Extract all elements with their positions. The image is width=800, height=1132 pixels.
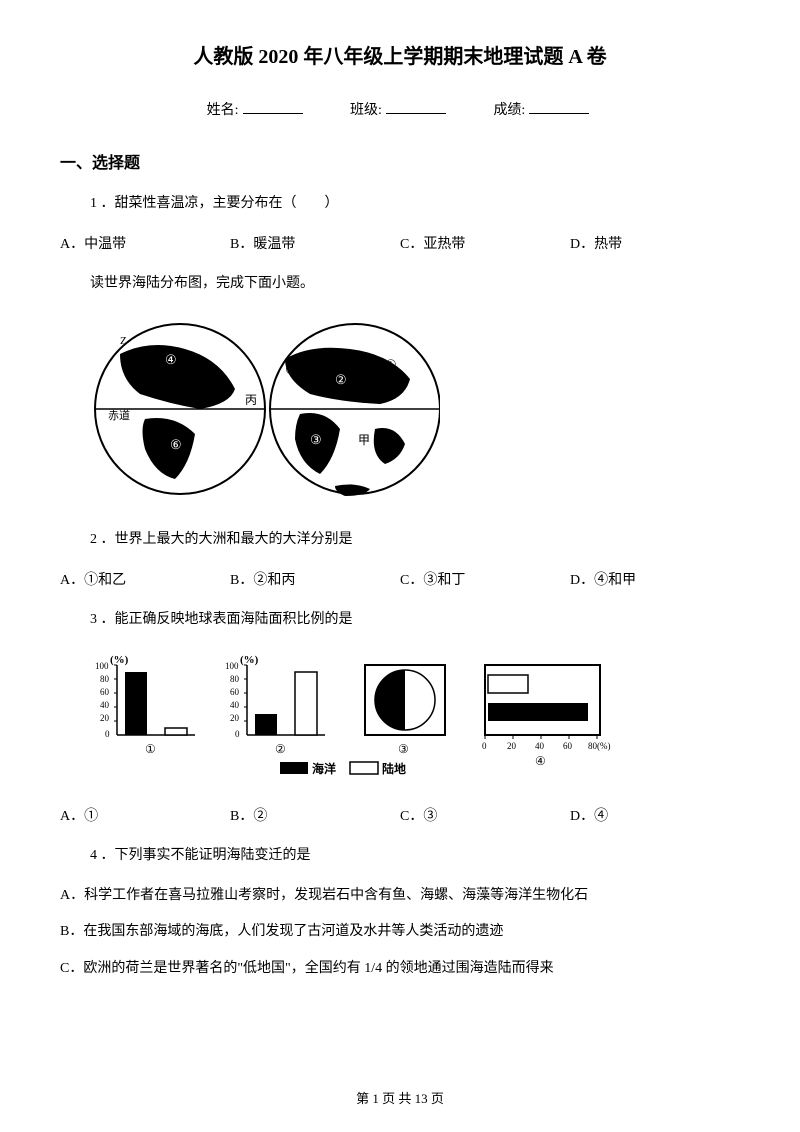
option-3a: A．① (60, 805, 230, 825)
svg-text:80: 80 (230, 674, 240, 684)
label-6: ⑥ (170, 437, 182, 452)
svg-text:①: ① (145, 742, 156, 756)
name-label: 姓名: (207, 103, 239, 118)
option-2d: D．④和甲 (570, 569, 740, 589)
svg-text:80(%): 80(%) (588, 741, 611, 751)
option-3b: B．② (230, 805, 400, 825)
label-yi: 乙 (143, 396, 155, 410)
svg-text:20: 20 (507, 741, 517, 751)
svg-text:0: 0 (105, 729, 110, 739)
charts-figure: (%) 100 80 60 40 20 0 ① (%) 100 80 60 (90, 650, 740, 785)
score-blank (529, 113, 589, 114)
label-7: ⑦ (345, 482, 357, 497)
svg-text:0: 0 (235, 729, 240, 739)
name-blank (243, 113, 303, 114)
equator-label: 赤道 (108, 408, 130, 422)
svg-text:(%): (%) (110, 654, 129, 666)
svg-text:陆地: 陆地 (382, 761, 406, 776)
svg-text:60: 60 (100, 687, 110, 697)
svg-text:0: 0 (482, 741, 487, 751)
label-1: ① (385, 357, 397, 372)
question-1-options: A．中温带 B．暖温带 C．亚热带 D．热带 (60, 233, 740, 253)
label-3: ③ (310, 432, 322, 447)
section-heading: 一、选择题 (60, 149, 740, 173)
option-1b: B．暖温带 (230, 233, 400, 253)
label-bing: 丙 (245, 393, 257, 407)
reading-prompt: 读世界海陆分布图，完成下面小题。 (60, 273, 740, 295)
label-jia: 甲 (358, 433, 370, 447)
score-label: 成绩: (493, 103, 525, 118)
svg-text:④: ④ (535, 754, 546, 768)
svg-text:②: ② (275, 742, 286, 756)
label-z: Z (120, 335, 127, 347)
info-row: 姓名: 班级: 成绩: (60, 99, 740, 119)
svg-text:100: 100 (225, 661, 239, 671)
question-1: 1 ．甜菜性喜温凉，主要分布在（ ） (60, 193, 740, 215)
label-2: ② (335, 372, 347, 387)
option-4b: B．在我国东部海域的海底，人们发现了古河道及水井等人类活动的遗迹 (60, 921, 740, 943)
option-3c: C．③ (400, 805, 570, 825)
svg-text:20: 20 (230, 713, 240, 723)
svg-text:③: ③ (398, 742, 409, 756)
svg-text:40: 40 (535, 741, 545, 751)
class-label: 班级: (350, 103, 382, 118)
question-3: 3 ．能正确反映地球表面海陆面积比例的是 (60, 609, 740, 631)
option-2a: A．①和乙 (60, 569, 230, 589)
svg-text:60: 60 (563, 741, 573, 751)
svg-text:海洋: 海洋 (312, 761, 336, 776)
option-4c: C．欧洲的荷兰是世界著名的"低地国"，全国约有 1/4 的领地通过围海造陆而得来 (60, 958, 740, 980)
svg-text:60: 60 (230, 687, 240, 697)
class-blank (386, 113, 446, 114)
svg-text:100: 100 (95, 661, 109, 671)
option-4a: A．科学工作者在喜马拉雅山考察时，发现岩石中含有鱼、海螺、海藻等海洋生物化石 (60, 885, 740, 907)
option-1a: A．中温带 (60, 233, 230, 253)
question-3-options: A．① B．② C．③ D．④ (60, 805, 740, 825)
page-footer: 第 1 页 共 13 页 (0, 1088, 800, 1107)
option-1c: C．亚热带 (400, 233, 570, 253)
label-5: ⑤ (285, 362, 297, 377)
option-3d: D．④ (570, 805, 740, 825)
option-1d: D．热带 (570, 233, 740, 253)
svg-text:40: 40 (230, 700, 240, 710)
option-2b: B．②和丙 (230, 569, 400, 589)
question-4: 4 ．下列事实不能证明海陆变迁的是 (60, 845, 740, 867)
page-title: 人教版 2020 年八年级上学期期末地理试题 A 卷 (60, 40, 740, 69)
label-4: ④ (165, 352, 177, 367)
svg-text:20: 20 (100, 713, 110, 723)
globes-figure: 赤道 ④ ⑥ 乙 Z 丙 ① ② ⑤ ③ 甲 ⑦ (90, 314, 740, 509)
question-2-options: A．①和乙 B．②和丙 C．③和丁 D．④和甲 (60, 569, 740, 589)
svg-text:(%): (%) (240, 654, 259, 666)
svg-text:40: 40 (100, 700, 110, 710)
option-2c: C．③和丁 (400, 569, 570, 589)
question-2: 2 ．世界上最大的大洲和最大的大洋分别是 (60, 529, 740, 551)
svg-text:80: 80 (100, 674, 110, 684)
